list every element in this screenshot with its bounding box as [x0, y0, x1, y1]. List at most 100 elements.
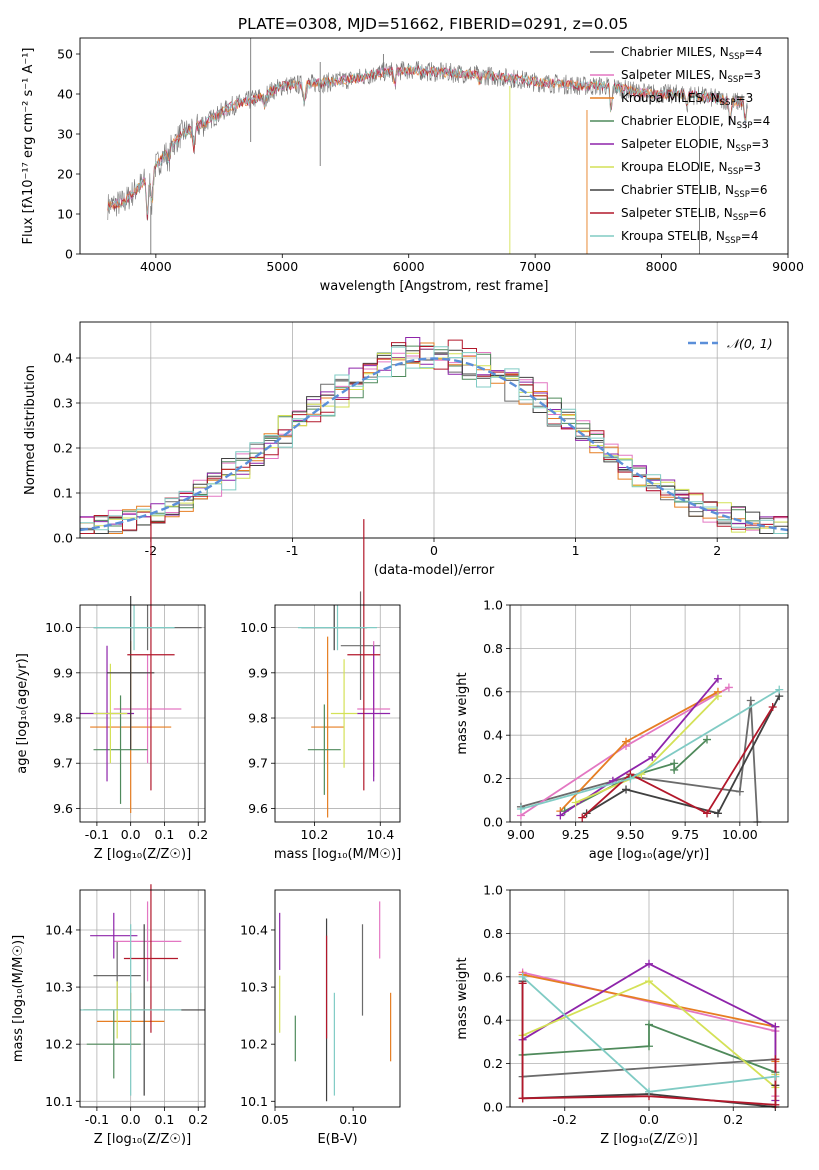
weight-point — [626, 774, 635, 783]
y-axis-label: Flux [fλ10⁻¹⁷ erg cm⁻² s⁻¹ A⁻¹] — [21, 48, 36, 245]
y-tick-label: 9.8 — [53, 711, 73, 726]
weight-point — [622, 785, 631, 794]
y-tick-label: 0.2 — [483, 1056, 503, 1071]
y-tick-label: 10.4 — [240, 922, 268, 937]
y-tick-label: 0.2 — [483, 771, 503, 786]
chart-layer: 4000 5000 6000 7000 8000 900001020304050wavel… — [11, 37, 804, 1147]
weight-point — [645, 1042, 653, 1051]
x-tick-label: 9.75 — [671, 827, 699, 842]
x-tick-label: 7000 — [519, 259, 551, 274]
weight-point — [746, 696, 755, 705]
x-axis-label: E(B-V) — [317, 1132, 357, 1147]
axes-frame — [274, 889, 401, 1108]
x-tick-label: 8000 — [646, 259, 678, 274]
y-axis-label: mass weight — [455, 957, 470, 1039]
plot-area — [298, 519, 391, 818]
weight-point — [578, 813, 587, 822]
y-tick-label: 0.1 — [53, 486, 73, 501]
legend-label: Chabrier MILES, NSSP=4 — [621, 45, 762, 62]
y-axis-label: Normed distribution — [23, 365, 38, 495]
y-axis-label: mass weight — [455, 672, 470, 754]
weight-point — [713, 692, 722, 701]
x-tick-label: -1 — [286, 543, 298, 558]
y-tick-label: 0.4 — [483, 1013, 503, 1028]
weight-series-line — [586, 695, 780, 815]
weight-point — [645, 959, 653, 968]
x-tick-label: -0.1 — [85, 827, 109, 842]
x-tick-label: 0 — [430, 543, 438, 558]
y-tick-label: 0.3 — [53, 396, 73, 411]
y-tick-label: 9.9 — [53, 665, 73, 680]
legend-label: Kroupa ELODIE, NSSP=3 — [621, 160, 761, 177]
x-tick-label: 9.00 — [507, 827, 535, 842]
weight-point — [713, 809, 722, 818]
y-tick-label: 10.3 — [240, 980, 268, 995]
x-tick-label: 0.1 — [155, 1112, 175, 1127]
weight-point — [771, 1055, 780, 1064]
x-axis-label: Z [log₁₀(Z/Z☉)] — [94, 1132, 191, 1147]
y-tick-label: 9.8 — [248, 711, 268, 726]
axes-frame — [79, 889, 206, 1108]
y-tick-label: 10.4 — [45, 922, 73, 937]
y-tick-label: 9.7 — [53, 756, 73, 771]
y-tick-label: 0 — [65, 247, 73, 262]
y-tick-label: 0.0 — [53, 531, 73, 546]
weight-point — [771, 1022, 780, 1031]
plot-area — [107, 38, 748, 254]
x-tick-label: 2 — [713, 543, 721, 558]
plot-area — [80, 519, 202, 813]
weight-point — [703, 809, 712, 818]
x-tick-label: 0.1 — [155, 827, 175, 842]
weight-series-line — [522, 1023, 776, 1074]
legend-label: 𝒩(0, 1) — [727, 336, 773, 351]
y-axis-label: age [log₁₀(age/yr)] — [15, 653, 30, 774]
axes-frame — [79, 321, 789, 539]
axes-frame — [79, 604, 206, 823]
y-tick-label: 10.1 — [240, 1094, 268, 1109]
x-axis-label: Z [log₁₀(Z/Z☉)] — [600, 1132, 697, 1147]
y-tick-label: 50 — [57, 47, 73, 62]
weight-series-line — [520, 700, 759, 823]
y-tick-label: 1.0 — [483, 598, 503, 613]
panel-z-weight: -0.2 0.0 0.2 0.0 0.2 0.4 0.6 0.8 1.0 Z [log₁₀(Z/Z… — [455, 883, 789, 1147]
y-tick-label: 1.0 — [483, 883, 503, 898]
y-tick-label: 0.4 — [483, 728, 503, 743]
x-tick-label: 4000 — [140, 259, 172, 274]
weight-point — [645, 1020, 653, 1029]
x-tick-label: 0.2 — [188, 1112, 208, 1127]
y-tick-label: 10.0 — [240, 620, 268, 635]
x-axis-label: age [log₁₀(age/yr)] — [589, 847, 710, 862]
x-tick-label: 9.25 — [562, 827, 590, 842]
axes-frame — [509, 889, 789, 1108]
panel-spectrum: 4000 5000 6000 7000 8000 9000 0 10 20 30 40 50 wavel… — [21, 37, 804, 294]
weight-point — [516, 804, 525, 813]
plot-area — [516, 674, 784, 826]
x-tick-label: 6000 — [393, 259, 425, 274]
weight-point — [670, 765, 679, 774]
weight-series-line — [520, 686, 730, 817]
x-tick-label: 0.0 — [639, 1112, 659, 1127]
panel-z-mass: -0.1 0.0 0.1 0.2 10.1 10.2 10.3 10.4 Z [log₁₀(Z/… — [11, 884, 208, 1147]
normal-curve — [79, 357, 789, 532]
y-tick-label: 0.8 — [483, 641, 503, 656]
weight-point — [518, 1094, 527, 1103]
weight-point — [645, 1087, 653, 1096]
legend-label: Kroupa MILES, NSSP=3 — [621, 91, 753, 108]
x-tick-label: 10.4 — [366, 827, 394, 842]
x-tick-label: 0.2 — [188, 827, 208, 842]
legend-label: Salpeter ELODIE, NSSP=3 — [621, 137, 769, 154]
panel-age-weight: 9.00 9.25 9.50 9.75 10.00 0.0 0.2 0.4 0.6 0.8 1.0 a… — [455, 598, 789, 862]
x-tick-label: -0.2 — [553, 1112, 577, 1127]
weight-point — [571, 798, 580, 807]
weight-point — [556, 811, 565, 820]
y-tick-label: 9.6 — [53, 801, 73, 816]
legend-label: Salpeter MILES, NSSP=3 — [621, 68, 761, 85]
y-tick-label: 20 — [57, 167, 73, 182]
weight-point — [518, 972, 527, 981]
y-tick-label: 0.6 — [483, 684, 503, 699]
y-tick-label: 0.0 — [483, 1100, 503, 1115]
panel-ebv-mass: 0.05 0.10 10.1 10.2 10.3 10.4 E(B-V) — [240, 889, 401, 1147]
figure-title: PLATE=0308, MJD=51662, FIBERID=0291, z=0… — [238, 15, 628, 33]
weight-point — [735, 787, 744, 796]
weight-point — [775, 685, 784, 694]
